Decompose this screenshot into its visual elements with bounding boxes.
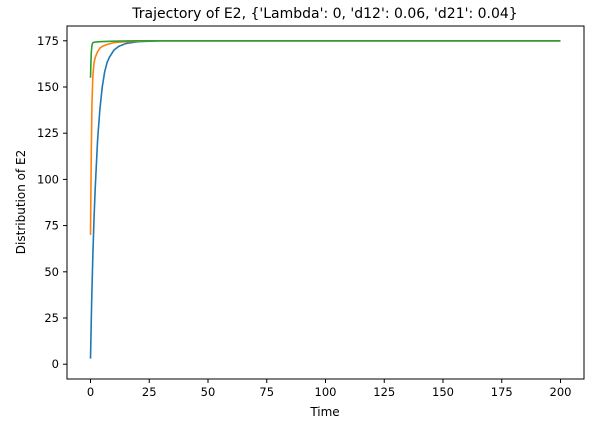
x-tick-label: 25 bbox=[142, 385, 157, 399]
plot-area bbox=[89, 39, 561, 359]
x-tick-label: 200 bbox=[550, 385, 572, 399]
y-tick-label: 50 bbox=[44, 265, 59, 279]
y-tick-label: 75 bbox=[44, 219, 59, 233]
y-axis-label: Distribution of E2 bbox=[14, 150, 28, 254]
x-tick-label: 125 bbox=[373, 385, 395, 399]
x-tick-label: 0 bbox=[87, 385, 94, 399]
x-axis-ticks: 0 25 50 75 100 125 150 175 200 bbox=[87, 379, 572, 399]
x-tick-label: 100 bbox=[315, 385, 337, 399]
x-tick-label: 50 bbox=[201, 385, 216, 399]
y-tick-label: 125 bbox=[37, 126, 59, 140]
y-axis-ticks: 0 25 50 75 100 125 150 175 bbox=[37, 34, 67, 371]
plot-frame bbox=[66, 25, 585, 380]
y-tick-label: 100 bbox=[37, 172, 59, 186]
y-tick-label: 25 bbox=[44, 311, 59, 325]
y-tick-label: 150 bbox=[37, 80, 59, 94]
x-tick-label: 150 bbox=[432, 385, 454, 399]
x-tick-label: 75 bbox=[259, 385, 274, 399]
chart-title: Trajectory of E2, {'Lambda': 0, 'd12': 0… bbox=[131, 6, 517, 22]
y-tick-label: 0 bbox=[52, 357, 59, 371]
x-tick-label: 175 bbox=[491, 385, 513, 399]
series-line-3 bbox=[89, 39, 561, 78]
series-line-2 bbox=[89, 39, 561, 235]
x-axis-label: Time bbox=[309, 405, 339, 419]
y-tick-label: 175 bbox=[37, 34, 59, 48]
series-line-1 bbox=[89, 39, 561, 359]
